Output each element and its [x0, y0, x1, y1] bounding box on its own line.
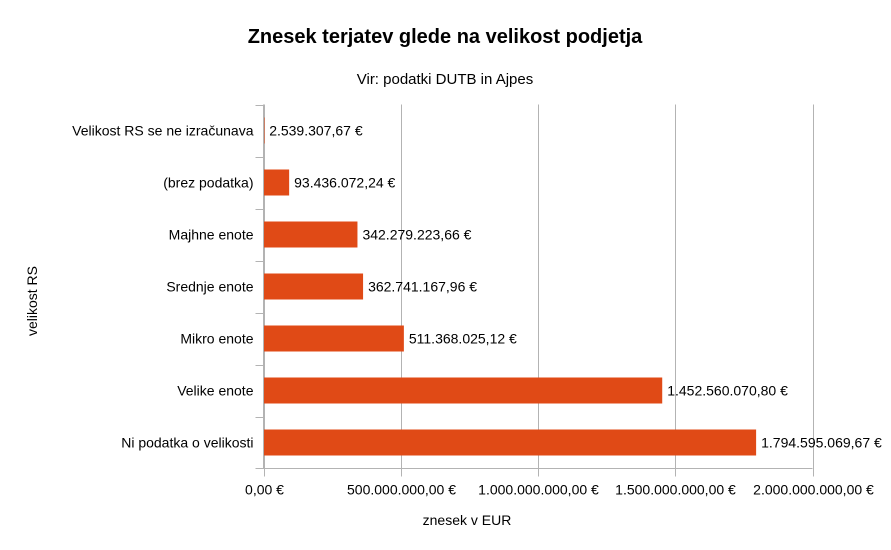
x-axis-title: znesek v EUR: [423, 512, 512, 528]
data-label: 1.452.560.070,80 €: [667, 383, 788, 399]
data-label: 2.539.307,67 €: [269, 123, 363, 139]
bar: [263, 325, 404, 352]
y-tick-label: Velike enote: [177, 383, 253, 399]
x-tick-label: 500.000.000,00 €: [347, 482, 456, 498]
bars: [263, 117, 757, 456]
data-label: 362.741.167,96 €: [368, 279, 477, 295]
labels: 2.539.307,67 € Velikost RS se ne izračuna…: [72, 123, 882, 498]
x-tick-label: 0,00 €: [245, 482, 284, 498]
y-tick-label: Ni podatka o velikosti: [121, 435, 253, 451]
data-label: 511.368.025,12 €: [409, 331, 517, 347]
y-axis-title: velikost RS: [24, 266, 40, 336]
chart-title: Znesek terjatev glede na velikost podjet…: [248, 26, 643, 48]
y-tick-label: (brez podatka): [163, 175, 253, 191]
bar: [263, 273, 364, 300]
gridlines: [264, 104, 814, 469]
axes: [255, 104, 814, 477]
y-tick-label: Velikost RS se ne izračunava: [72, 123, 254, 139]
data-label: 93.436.072,24 €: [294, 175, 395, 191]
bar: [263, 377, 663, 404]
data-label: 342.279.223,66 €: [362, 227, 471, 243]
y-tick-label: Mikro enote: [180, 331, 253, 347]
x-tick-label: 1.000.000.000,00 €: [478, 482, 599, 498]
y-tick-label: Srednje enote: [166, 279, 253, 295]
bar: [263, 429, 757, 456]
x-tick-label: 1.500.000.000,00 €: [615, 482, 736, 498]
data-label: 1.794.595.069,67 €: [761, 435, 882, 451]
bar: [263, 221, 358, 248]
bar: [263, 169, 290, 196]
x-tick-label: 2.000.000.000,00 €: [753, 482, 874, 498]
chart-subtitle: Vir: podatki DUTB in Ajpes: [357, 71, 533, 88]
y-tick-label: Majhne enote: [169, 227, 254, 243]
